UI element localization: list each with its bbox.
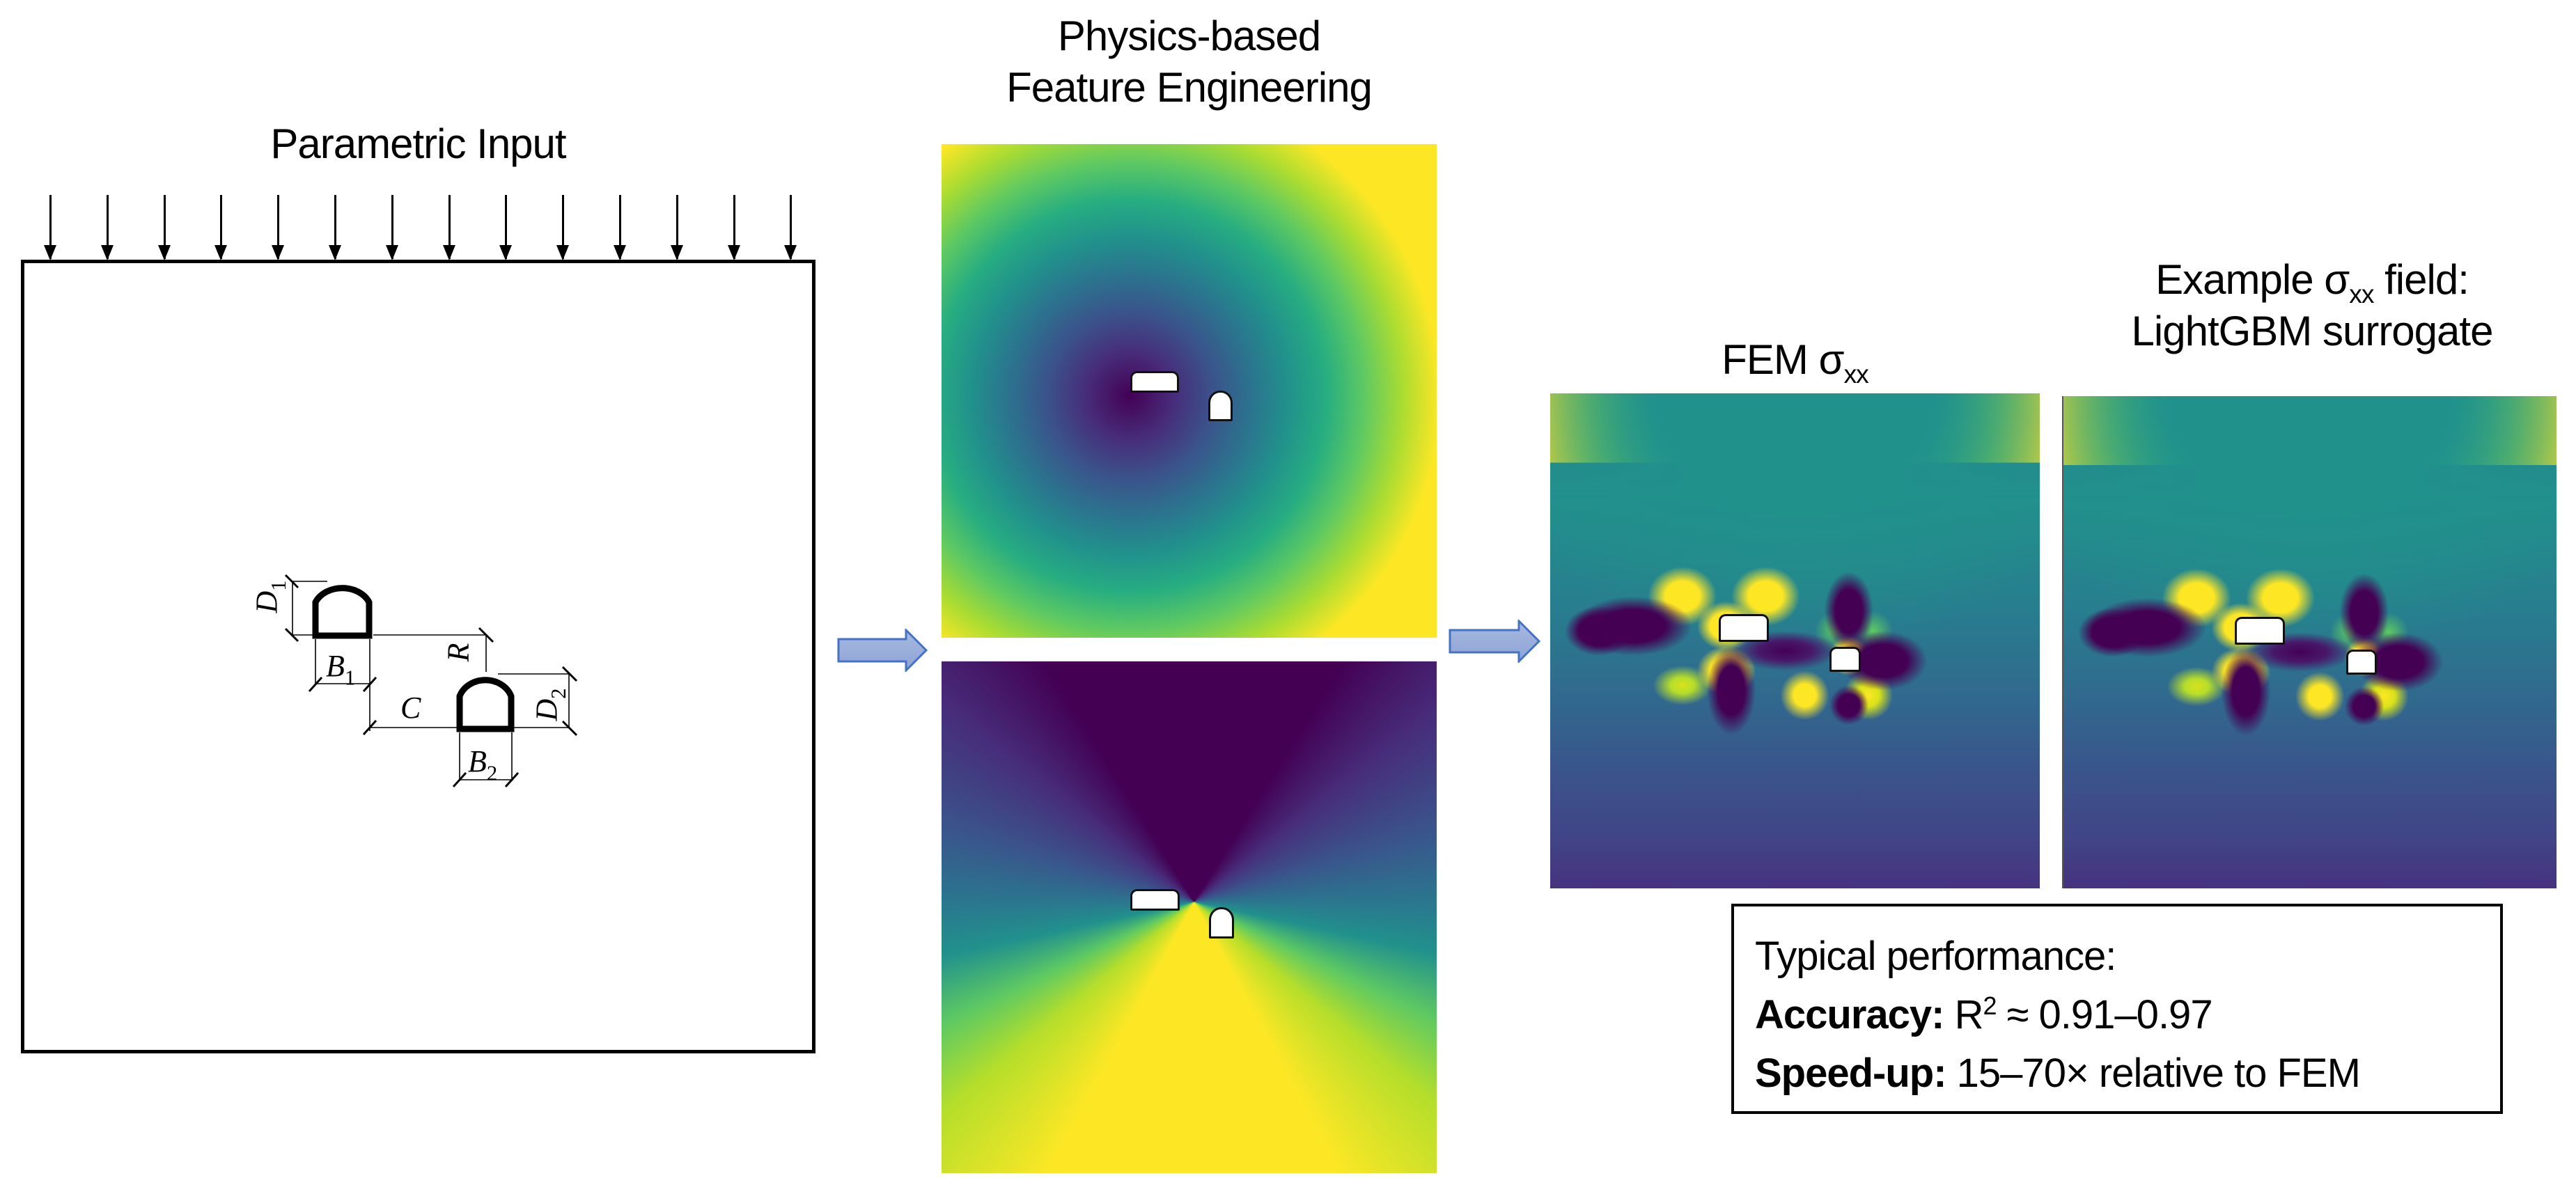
lightgbm-stress-field-map [2062,396,2557,888]
load-arrow-icon [556,195,570,260]
label-d2: D2 [529,688,570,721]
tunnel-geometry-diagram [284,574,578,788]
tunnel-1-hole [1130,371,1179,393]
flow-arrow-right-icon [837,629,928,672]
tunnel-2-hole [2346,650,2377,675]
feature-engineering-title: Physics-based Feature Engineering [1006,13,1373,111]
load-arrow-icon [385,195,398,260]
tunnel-1-hole [1130,889,1180,911]
fem-stress-field-map [1550,393,2040,888]
label-b1: B1 [326,649,356,690]
label-c: C [400,691,421,725]
tunnel-1-hole [2235,617,2285,645]
flow-arrow-right-icon [1449,620,1541,663]
accuracy-line: Accuracy: R2 ≈ 0.91–0.97 [1755,991,2213,1037]
tunnel-2-outline [456,677,515,732]
performance-heading: Typical performance: [1755,934,2116,979]
tunnel-1-hole [1719,614,1769,642]
load-arrow-icon [329,195,341,260]
tunnel-1-outline [312,585,373,639]
label-b2: B2 [468,744,498,785]
load-arrow-icon [44,195,56,260]
performance-summary-box: Typical performance: Accuracy: R2 ≈ 0.91… [1731,904,2503,1114]
model-domain-box [21,260,815,1053]
load-arrow-icon [499,195,513,260]
load-arrow-icon [442,195,455,260]
label-d1: D1 [249,580,290,613]
tunnel-2-hole [1208,391,1233,421]
surrogate-title: Example σxx field: LightGBM surrogate [2131,256,2494,354]
parametric-input-title: Parametric Input [270,120,566,167]
speedup-line: Speed-up: 15–70× relative to FEM [1755,1051,2361,1096]
angle-feature-map [942,661,1437,1173]
fem-title: FEM σxx [1722,336,1869,389]
load-arrow-icon [272,195,285,260]
load-arrow-icon [157,195,171,260]
label-r: R [441,643,476,662]
load-arrow-icon [214,195,228,260]
load-arrow-icon [614,195,626,260]
load-arrow-icon [727,195,740,260]
load-arrow-icon [784,195,797,260]
tunnel-2-hole [1829,647,1861,672]
load-arrow-icon [100,195,114,260]
tunnel-2-hole [1209,907,1234,939]
load-arrow-icon [670,195,683,260]
distance-feature-map [942,144,1437,638]
